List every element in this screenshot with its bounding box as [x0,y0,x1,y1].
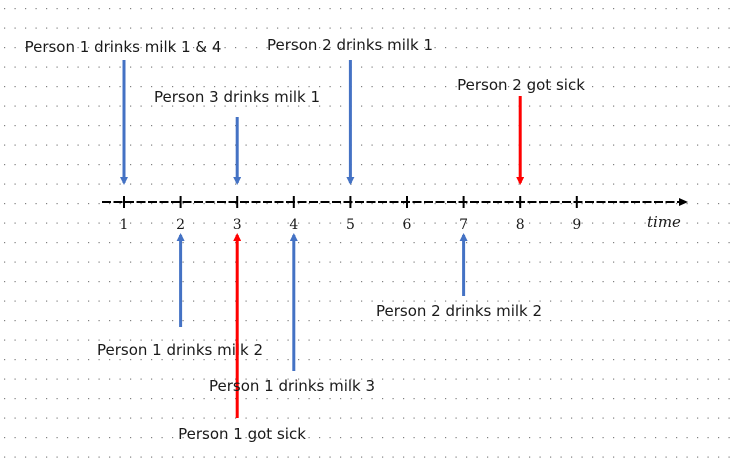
event-label: Person 2 drinks milk 2 [376,302,542,320]
time-axis: 1 2 3 4 5 6 7 8 9 time [102,196,688,233]
event-label: Person 3 drinks milk 1 [154,88,320,106]
event-p1-milk-2: Person 1 drinks milk 2 [97,233,263,359]
tick-label: 4 [289,217,298,233]
event-p2-sick: Person 2 got sick [457,76,585,185]
tick-label: 5 [346,217,355,233]
event-p1-sick: Person 1 got sick [178,233,306,443]
tick-label: 2 [176,217,185,233]
event-p2-milk-1: Person 2 drinks milk 1 [267,36,433,185]
tick-label: 7 [459,217,468,233]
event-p3-milk-1: Person 3 drinks milk 1 [154,88,320,185]
event-label: Person 2 got sick [457,76,585,94]
event-label: Person 2 drinks milk 1 [267,36,433,54]
tick-label: 3 [233,217,242,233]
dot-grid [4,8,730,458]
tick-label: 9 [572,217,581,233]
event-annotations: Person 1 drinks milk 1 & 4 Person 3 drink… [25,36,586,443]
event-label: Person 1 drinks milk 2 [97,341,263,359]
event-label: Person 1 drinks milk 1 & 4 [25,38,222,56]
tick-label: 1 [120,217,129,233]
event-label: Person 1 got sick [178,425,306,443]
event-p1-milk-1-4: Person 1 drinks milk 1 & 4 [25,38,222,185]
event-label: Person 1 drinks milk 3 [209,377,375,395]
axis-title: time [647,213,681,231]
event-p2-milk-2: Person 2 drinks milk 2 [376,233,542,320]
tick-label: 6 [403,217,412,233]
event-p1-milk-3: Person 1 drinks milk 3 [209,233,375,395]
tick-label: 8 [516,217,525,233]
